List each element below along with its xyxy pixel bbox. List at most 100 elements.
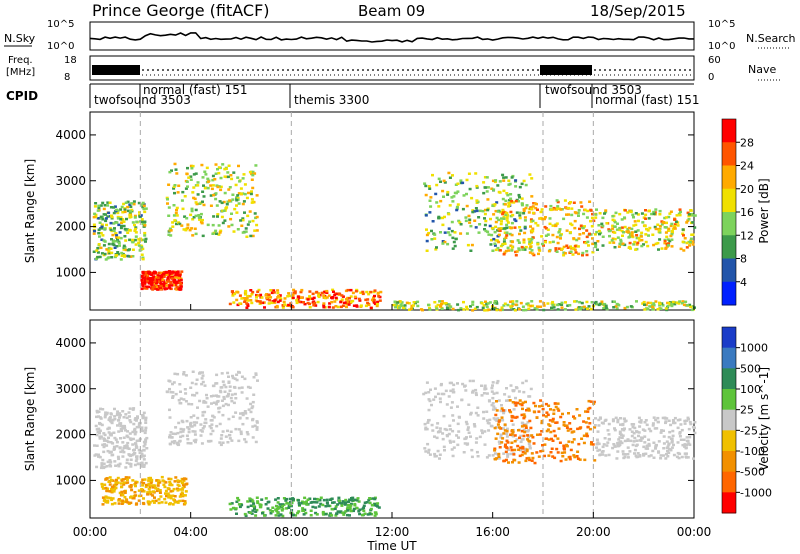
data-cell bbox=[368, 501, 372, 505]
data-cell bbox=[200, 221, 204, 225]
data-cell bbox=[143, 210, 147, 214]
data-cell bbox=[238, 505, 242, 509]
data-cell bbox=[141, 478, 145, 481]
data-cell bbox=[182, 228, 186, 231]
data-cell bbox=[325, 289, 329, 293]
data-cell bbox=[690, 233, 694, 236]
data-cell bbox=[228, 302, 232, 306]
data-cell bbox=[544, 205, 548, 208]
data-cell bbox=[509, 446, 513, 449]
data-cell bbox=[634, 248, 638, 251]
data-cell bbox=[448, 176, 452, 179]
data-cell bbox=[569, 201, 572, 204]
data-cell bbox=[230, 393, 234, 396]
data-cell bbox=[144, 271, 148, 274]
data-cell bbox=[100, 464, 104, 467]
data-cell bbox=[135, 455, 139, 458]
data-cell bbox=[134, 444, 138, 448]
data-cell bbox=[134, 430, 138, 434]
data-cell bbox=[110, 502, 114, 506]
data-cell bbox=[346, 503, 350, 507]
data-cell bbox=[131, 479, 135, 482]
data-cell bbox=[251, 170, 255, 174]
data-cell bbox=[573, 245, 577, 248]
data-cell bbox=[341, 500, 345, 503]
data-cell bbox=[515, 250, 519, 253]
data-cell bbox=[115, 234, 119, 237]
data-cell bbox=[685, 419, 689, 422]
data-cell bbox=[501, 212, 505, 216]
data-cell bbox=[101, 487, 105, 490]
data-cell bbox=[661, 416, 665, 420]
data-cell bbox=[633, 240, 637, 244]
data-cell bbox=[622, 417, 626, 420]
data-cell bbox=[505, 432, 509, 436]
data-cell bbox=[504, 199, 508, 203]
data-cell bbox=[548, 217, 552, 220]
data-cell bbox=[484, 229, 488, 233]
data-cell bbox=[560, 306, 564, 309]
data-cell bbox=[251, 219, 255, 223]
data-cell bbox=[179, 435, 183, 439]
data-cell bbox=[231, 294, 235, 297]
data-cell bbox=[502, 432, 506, 435]
data-cell bbox=[256, 300, 260, 303]
data-cell bbox=[117, 412, 121, 415]
data-cell bbox=[255, 223, 259, 227]
data-cell bbox=[498, 456, 502, 460]
data-cell bbox=[367, 303, 371, 307]
data-cell bbox=[96, 255, 100, 259]
data-cell bbox=[171, 503, 175, 506]
data-cell bbox=[582, 434, 586, 437]
data-cell bbox=[498, 229, 502, 232]
data-cell bbox=[682, 234, 685, 237]
data-cell bbox=[205, 393, 208, 397]
data-cell bbox=[580, 437, 584, 440]
data-cell bbox=[148, 490, 152, 494]
data-cell bbox=[347, 500, 350, 503]
data-cell bbox=[228, 389, 232, 392]
data-cell bbox=[147, 482, 151, 486]
data-cell bbox=[577, 307, 581, 311]
data-cell bbox=[521, 447, 525, 450]
data-cell bbox=[172, 271, 176, 274]
data-cell bbox=[664, 216, 668, 219]
data-cell bbox=[119, 216, 123, 219]
data-cell bbox=[522, 416, 526, 420]
data-cell bbox=[120, 502, 124, 505]
data-cell bbox=[242, 173, 246, 176]
data-cell bbox=[278, 294, 282, 297]
data-cell bbox=[651, 422, 655, 425]
colorbar-tick-label: -25 bbox=[740, 424, 758, 437]
data-cell bbox=[149, 481, 153, 485]
data-cell bbox=[275, 305, 279, 309]
data-cell bbox=[222, 209, 226, 212]
data-cell bbox=[133, 483, 137, 486]
data-cell bbox=[665, 242, 669, 246]
data-cell bbox=[96, 217, 100, 220]
data-cell bbox=[670, 238, 674, 241]
data-cell bbox=[359, 304, 363, 307]
data-cell bbox=[520, 453, 524, 457]
data-cell bbox=[429, 196, 433, 199]
data-cell bbox=[539, 399, 543, 402]
data-cell bbox=[526, 434, 530, 437]
data-cell bbox=[632, 432, 636, 435]
data-cell bbox=[392, 303, 396, 307]
data-cell bbox=[435, 201, 439, 204]
data-cell bbox=[327, 504, 331, 508]
data-cell bbox=[514, 396, 517, 400]
data-cell bbox=[340, 504, 344, 507]
data-cell bbox=[358, 508, 362, 511]
data-cell bbox=[333, 507, 337, 510]
data-cell bbox=[450, 401, 454, 404]
data-cell bbox=[444, 302, 448, 305]
data-cell bbox=[511, 300, 515, 303]
data-cell bbox=[465, 308, 469, 311]
data-cell bbox=[190, 209, 194, 213]
data-cell bbox=[169, 234, 173, 237]
data-cell bbox=[171, 225, 175, 228]
data-cell bbox=[285, 507, 289, 510]
data-cell bbox=[237, 386, 241, 390]
freq-tick-bottom: 8 bbox=[64, 72, 70, 83]
